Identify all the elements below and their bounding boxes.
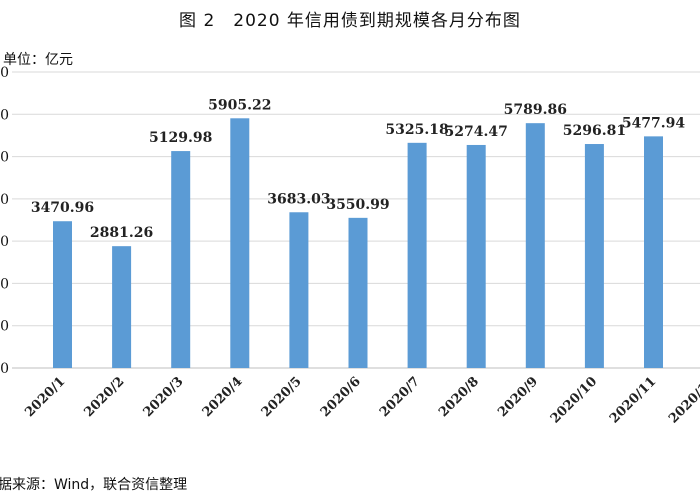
x-tick-label: 2020/5 — [259, 374, 305, 420]
bar — [584, 144, 604, 368]
bar — [171, 151, 191, 368]
data-label: 5789.86 — [504, 102, 567, 118]
chart-title: 图 2 2020 年信用债到期规模各月分布图 — [179, 11, 521, 31]
x-tick-label: 2020/12 — [666, 374, 700, 426]
y-tick-label: 000 — [0, 361, 9, 377]
x-tick-label: 2020/11 — [607, 374, 659, 426]
bar — [525, 123, 545, 368]
bar — [53, 221, 72, 368]
data-label: 3550.99 — [326, 197, 389, 213]
data-label: 5325.18 — [385, 122, 448, 138]
y-tick-label: 000 — [0, 234, 9, 250]
data-label: 3683.03 — [267, 191, 330, 207]
data-label: 5129.98 — [149, 130, 212, 146]
x-tick-label: 2020/9 — [495, 374, 541, 420]
data-label: 5274.47 — [445, 124, 508, 140]
data-label: 3470.96 — [31, 200, 94, 216]
bar — [112, 246, 132, 368]
source-note: 据来源：Wind，联合资信整理 — [0, 477, 188, 493]
x-tick-label: 2020/10 — [548, 374, 600, 426]
x-tick-label: 2020/6 — [318, 374, 364, 420]
y-tick-label: 000 — [0, 150, 9, 166]
x-tick-label: 2020/1 — [22, 374, 68, 420]
y-tick-label: 000 — [0, 192, 9, 208]
x-tick-label: 2020/7 — [377, 374, 423, 420]
x-tick-label: 2020/2 — [81, 374, 127, 420]
bar — [407, 142, 427, 368]
y-tick-label: 000 — [0, 319, 9, 335]
y-tick-label: 000 — [0, 65, 9, 81]
bar — [348, 217, 368, 368]
x-tick-label: 2020/3 — [141, 374, 187, 420]
x-tick-label: 2020/4 — [200, 374, 246, 420]
y-tick-label: 000 — [0, 276, 9, 292]
x-tick-label: 2020/8 — [436, 374, 482, 420]
data-label: 5905.22 — [208, 97, 271, 113]
bar — [230, 118, 250, 369]
data-label: 5296.81 — [563, 123, 626, 139]
y-tick-label: 000 — [0, 107, 9, 123]
unit-label: 单位：亿元 — [3, 52, 73, 68]
data-label: 5477.94 — [622, 115, 686, 131]
bar — [644, 136, 663, 368]
bar — [466, 144, 486, 368]
data-label: 2881.26 — [90, 225, 153, 241]
bar — [289, 212, 309, 368]
